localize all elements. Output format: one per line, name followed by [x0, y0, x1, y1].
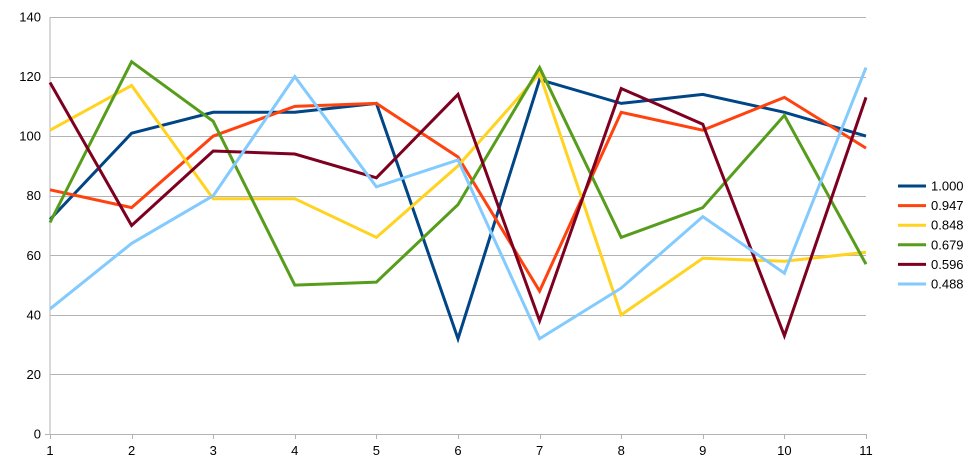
x-tick-label: 4	[291, 443, 298, 458]
legend-label: 0.596	[931, 257, 964, 272]
series-line-0.848	[49, 70, 867, 318]
series-line-0.679	[48, 59, 868, 287]
series-line-1.000	[48, 77, 867, 344]
legend-label: 1.000	[931, 179, 964, 194]
x-tick-label: 3	[210, 443, 217, 458]
legend-label: 0.679	[931, 237, 964, 252]
series-line-0.947	[49, 95, 867, 295]
y-axis-ticks: 0 20 40 60 80 100 120 140	[19, 10, 41, 442]
x-tick-label: 2	[128, 443, 135, 458]
x-axis-ticks: 1 2 3 4 5 6 7 8 9 10 11	[46, 434, 873, 458]
y-tick-label: 100	[19, 129, 41, 144]
x-tick-label: 5	[373, 443, 380, 458]
series-line-0.488	[49, 67, 868, 341]
x-tick-label: 7	[536, 443, 543, 458]
x-tick-label: 6	[454, 443, 461, 458]
x-tick-label: 11	[859, 443, 873, 458]
legend-label: 0.947	[931, 198, 964, 213]
y-tick-label: 120	[19, 69, 41, 84]
x-tick-label: 1	[46, 443, 53, 458]
x-tick-label: 9	[699, 443, 706, 458]
y-tick-label: 80	[27, 188, 41, 203]
legend-label: 0.488	[931, 277, 964, 292]
y-tick-label: 60	[27, 248, 41, 263]
x-tick-label: 8	[618, 443, 625, 458]
y-tick-label: 20	[27, 367, 41, 382]
y-tick-label: 140	[19, 10, 41, 25]
series-lines	[48, 59, 868, 344]
legend-label: 0.848	[931, 218, 964, 233]
series-line-0.596	[48, 81, 868, 341]
grid-lines	[50, 17, 866, 375]
x-tick-label: 10	[777, 443, 791, 458]
y-tick-label: 40	[27, 307, 41, 322]
legend: 1.000 0.947 0.848 0.679 0.596 0.488	[898, 179, 964, 292]
y-tick-label: 0	[34, 427, 41, 442]
